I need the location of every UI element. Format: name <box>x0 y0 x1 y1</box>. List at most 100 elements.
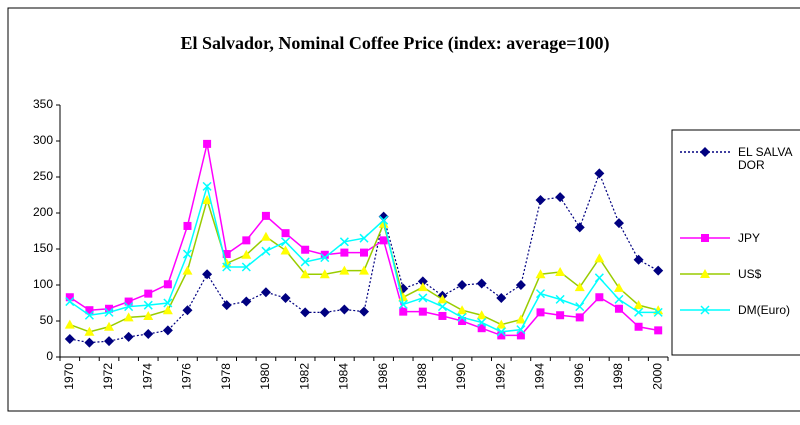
marker <box>280 292 291 303</box>
marker <box>594 273 604 283</box>
x-tick-label: 1970 <box>62 363 76 390</box>
marker <box>162 325 173 336</box>
marker <box>202 195 213 205</box>
marker <box>143 300 153 310</box>
marker <box>398 299 408 309</box>
marker <box>535 195 546 206</box>
marker <box>515 314 526 324</box>
x-tick-label: 1994 <box>533 363 547 390</box>
marker <box>477 317 487 327</box>
marker <box>281 237 291 247</box>
x-tick-label: 1986 <box>376 363 390 390</box>
marker <box>574 222 585 233</box>
marker <box>163 280 172 289</box>
marker <box>300 257 310 267</box>
x-tick-label: 2000 <box>650 363 664 390</box>
marker <box>398 292 409 302</box>
marker <box>182 249 193 259</box>
marker <box>85 306 94 315</box>
marker <box>496 292 507 303</box>
legend-label: JPY <box>738 232 761 245</box>
marker <box>359 306 369 317</box>
x-tick-label: 1982 <box>297 363 311 390</box>
x-tick-label: 1984 <box>337 363 351 390</box>
marker <box>241 296 252 307</box>
marker <box>535 269 546 279</box>
marker <box>261 211 270 220</box>
marker <box>536 308 545 317</box>
marker <box>202 269 213 280</box>
marker <box>84 310 94 320</box>
y-tick-label: 0 <box>46 349 53 363</box>
marker <box>653 265 664 276</box>
y-tick-label: 200 <box>33 205 53 219</box>
marker <box>555 267 566 277</box>
marker <box>64 319 75 329</box>
x-tick-label: 1972 <box>101 363 115 390</box>
marker <box>399 307 408 316</box>
marker <box>360 248 368 257</box>
chart-border <box>7 7 800 412</box>
marker <box>700 147 710 157</box>
marker <box>300 307 311 318</box>
marker <box>653 307 663 317</box>
marker <box>574 282 585 292</box>
marker <box>515 280 526 290</box>
legend-label: US$ <box>738 268 762 281</box>
marker <box>595 293 604 302</box>
marker <box>123 312 134 322</box>
marker <box>496 319 507 329</box>
marker <box>301 245 310 254</box>
x-tick-label: 1990 <box>454 363 468 390</box>
x-tick-label: 1980 <box>258 363 272 390</box>
y-tick-label: 50 <box>40 313 54 327</box>
marker <box>516 325 526 335</box>
marker <box>535 289 546 299</box>
marker <box>594 253 605 263</box>
marker <box>633 300 644 310</box>
marker <box>222 250 231 259</box>
chart-title: El Salvador, Nominal Coffee Price (index… <box>180 33 609 54</box>
marker <box>496 327 506 337</box>
marker <box>700 305 710 315</box>
marker <box>202 181 212 191</box>
marker <box>340 248 349 257</box>
marker <box>477 324 486 333</box>
marker <box>143 310 154 320</box>
marker <box>339 237 349 247</box>
marker <box>613 282 624 292</box>
marker <box>65 293 74 302</box>
x-tick-label: 1976 <box>180 363 194 390</box>
marker <box>124 302 134 312</box>
marker <box>654 326 663 335</box>
marker <box>280 245 291 255</box>
y-tick-label: 300 <box>33 133 53 147</box>
legend-label: EL SALVADOR <box>738 146 793 172</box>
marker <box>575 302 585 312</box>
legend-label: DM(Euro) <box>738 304 791 317</box>
marker <box>183 221 192 230</box>
x-tick-label: 1978 <box>219 363 233 390</box>
marker <box>144 289 153 298</box>
marker <box>241 249 252 259</box>
y-tick-label: 350 <box>33 97 53 111</box>
marker <box>320 253 330 263</box>
marker <box>457 280 468 290</box>
marker <box>300 269 311 279</box>
marker <box>457 312 467 322</box>
marker <box>203 139 212 148</box>
marker <box>319 307 330 318</box>
marker <box>418 293 428 303</box>
marker <box>359 233 369 243</box>
marker <box>143 328 154 339</box>
marker <box>497 331 506 340</box>
marker <box>458 317 467 325</box>
y-tick-label: 250 <box>33 169 53 183</box>
marker <box>104 307 114 317</box>
marker <box>281 229 290 238</box>
marker <box>700 269 710 278</box>
marker <box>417 276 428 287</box>
x-tick-label: 1974 <box>140 363 154 390</box>
